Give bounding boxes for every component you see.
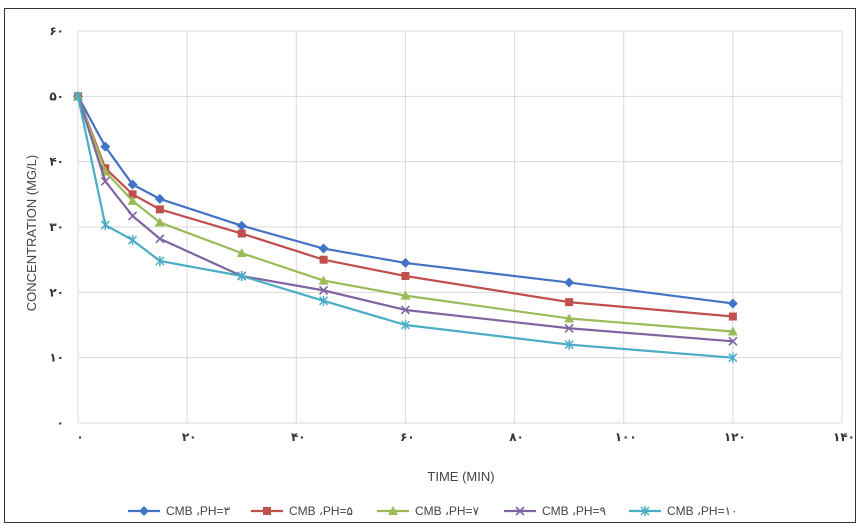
data-point bbox=[237, 229, 246, 238]
legend-marker bbox=[515, 506, 525, 516]
x-tick-label: ٢٠ bbox=[182, 430, 197, 444]
data-point bbox=[319, 255, 328, 264]
data-point bbox=[128, 211, 138, 221]
data-point bbox=[155, 255, 165, 266]
data-point bbox=[565, 298, 574, 307]
data-point bbox=[564, 323, 574, 333]
y-tick-label: ۴٠ bbox=[49, 155, 64, 169]
data-point bbox=[728, 336, 738, 346]
y-axis-title: CONCENTRATION (MG/L) bbox=[24, 155, 39, 311]
data-point bbox=[319, 285, 329, 295]
data-point bbox=[319, 295, 329, 306]
data-point bbox=[100, 141, 111, 152]
data-point bbox=[400, 257, 411, 268]
legend-label: CMB ،PH=٩ bbox=[542, 504, 606, 518]
x-tick-label: ٠ bbox=[76, 430, 83, 444]
data-point bbox=[154, 193, 165, 204]
legend-marker bbox=[388, 506, 398, 515]
data-point bbox=[728, 312, 737, 321]
y-tick-label: ٣٠ bbox=[49, 220, 64, 234]
data-point bbox=[127, 179, 138, 190]
data-point bbox=[155, 234, 165, 244]
x-tick-label: ۴٠ bbox=[291, 430, 306, 444]
x-tick-label: ١٢٠ bbox=[724, 430, 746, 444]
y-tick-label: ٠ bbox=[57, 416, 64, 430]
data-point bbox=[400, 290, 411, 300]
legend-label: CMB ،PH=۵ bbox=[289, 504, 353, 518]
data-point bbox=[727, 298, 738, 309]
data-point bbox=[564, 339, 574, 350]
data-point bbox=[237, 271, 247, 281]
data-point bbox=[236, 220, 247, 231]
data-point bbox=[100, 220, 110, 231]
data-point bbox=[155, 205, 164, 214]
data-point bbox=[154, 217, 165, 227]
data-point bbox=[318, 275, 329, 285]
data-point bbox=[728, 352, 738, 363]
data-point bbox=[128, 235, 138, 246]
data-point bbox=[401, 272, 410, 280]
y-tick-label: ٢٠ bbox=[49, 285, 64, 299]
x-tick-label: ۶٠ bbox=[400, 430, 415, 444]
x-tick-label: ١٠٠ bbox=[615, 430, 637, 444]
data-point bbox=[564, 313, 575, 323]
data-point bbox=[236, 248, 247, 258]
plot-area bbox=[77, 30, 843, 424]
legend-label: CMB ،PH=٧ bbox=[415, 504, 480, 518]
data-point bbox=[73, 91, 83, 102]
data-point bbox=[564, 277, 575, 288]
data-point bbox=[727, 326, 738, 336]
x-axis-title: TIME (MIN) bbox=[427, 469, 494, 484]
data-point bbox=[318, 243, 329, 254]
data-point bbox=[127, 195, 138, 205]
x-tick-label: ٨٠ bbox=[509, 430, 524, 444]
y-tick-label: ۵٠ bbox=[49, 89, 64, 103]
x-tick-label: ١۴٠ bbox=[833, 430, 855, 444]
data-point bbox=[400, 320, 410, 330]
legend-marker bbox=[640, 506, 650, 516]
y-tick-label: ١٠ bbox=[49, 351, 64, 365]
legend-marker bbox=[139, 506, 149, 516]
legend-label: CMB ،PH=٣ bbox=[166, 504, 231, 518]
data-point bbox=[100, 176, 110, 186]
legend-label: CMB ،PH=١٠ bbox=[667, 504, 737, 518]
y-tick-label: ۶٠ bbox=[49, 24, 64, 38]
data-point bbox=[400, 305, 410, 315]
legend-marker bbox=[263, 507, 271, 515]
data-point bbox=[128, 190, 137, 199]
